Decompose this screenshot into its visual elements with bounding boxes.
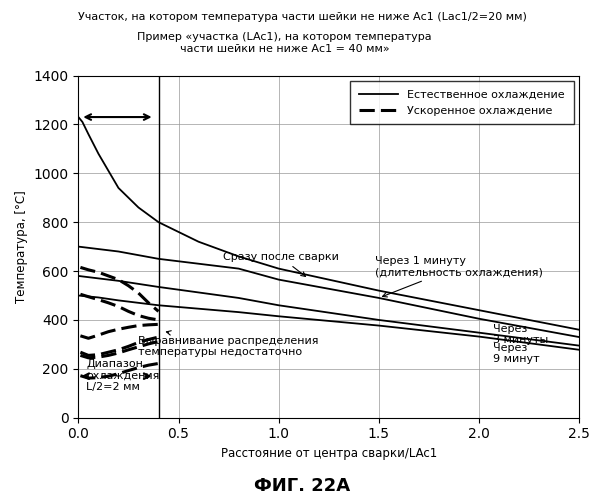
- Text: Диапазон
охлаждения
L/2=2 мм: Диапазон охлаждения L/2=2 мм: [87, 359, 160, 392]
- Text: Через 1 минуту
(длительность охлаждения): Через 1 минуту (длительность охлаждения): [374, 256, 543, 297]
- Text: ФИГ. 22А: ФИГ. 22А: [255, 477, 350, 495]
- Text: Через
9 минут: Через 9 минут: [493, 342, 540, 364]
- Text: Сразу после сварки: Сразу после сварки: [223, 252, 338, 276]
- X-axis label: Расстояние от центра сварки/LAc1: Расстояние от центра сварки/LAc1: [221, 447, 437, 460]
- Text: Пример «участка (LAc1), на котором температура
части шейки не ниже Ас1 = 40 мм»: Пример «участка (LAc1), на котором темпе…: [137, 32, 431, 54]
- Legend: Естественное охлаждение, Ускоренное охлаждение: Естественное охлаждение, Ускоренное охла…: [350, 81, 574, 124]
- Y-axis label: Температура, [°C]: Температура, [°C]: [15, 190, 28, 303]
- Text: Участок, на котором температура части шейки не ниже Ас1 (Lac1/2=20 мм): Участок, на котором температура части ше…: [78, 12, 527, 22]
- Text: Через
3 минуты: Через 3 минуты: [493, 324, 548, 345]
- Text: Выравнивание распределения
температуры недостаточно: Выравнивание распределения температуры н…: [139, 330, 319, 357]
